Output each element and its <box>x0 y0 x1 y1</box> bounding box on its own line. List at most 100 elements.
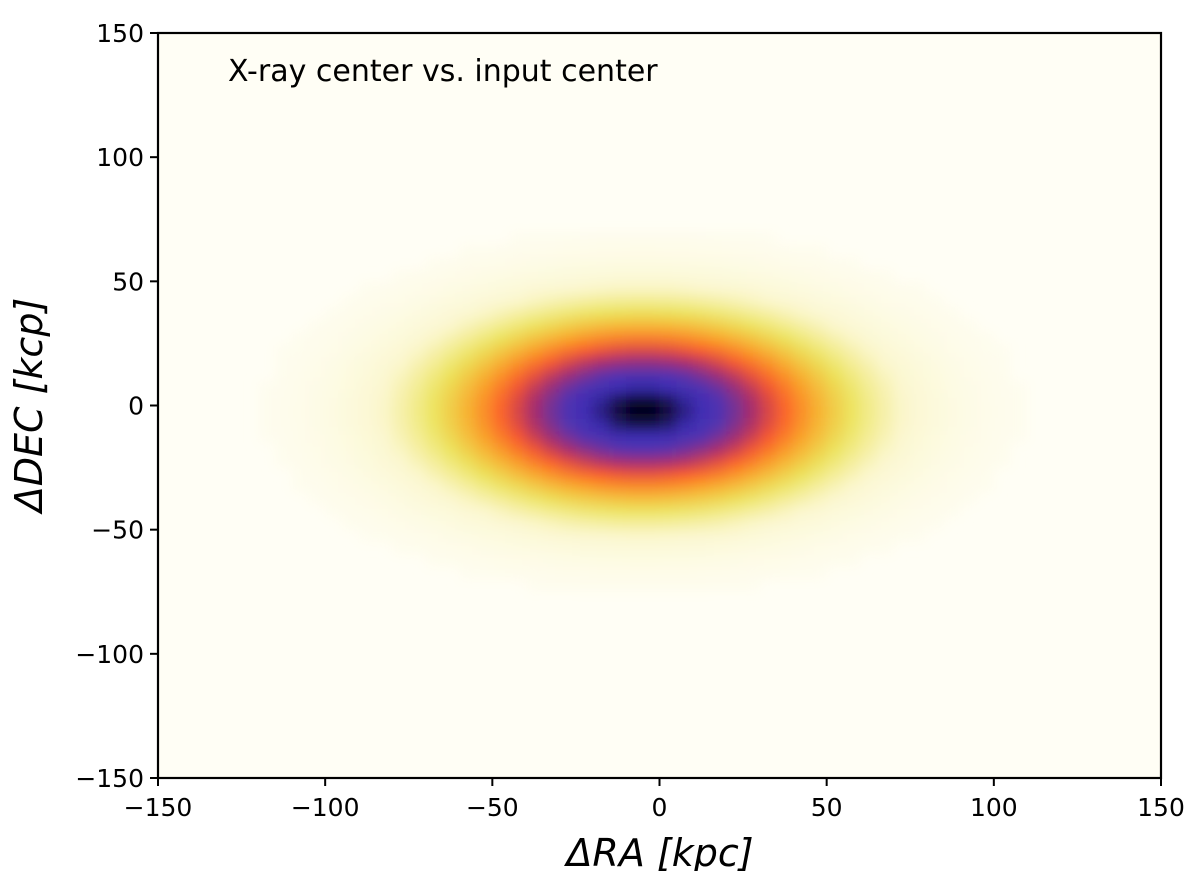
heatmap-cell <box>860 306 878 320</box>
heatmap-cell <box>442 517 460 531</box>
heatmap-cell <box>626 579 644 593</box>
heatmap-cell <box>425 430 443 444</box>
heatmap-cell <box>943 504 961 518</box>
heatmap-cell <box>843 268 861 282</box>
heatmap-cell <box>876 492 895 506</box>
heatmap-cell <box>926 380 945 394</box>
heatmap-cell <box>375 343 393 357</box>
heatmap-cell <box>609 480 627 494</box>
heatmap-cell <box>676 467 694 481</box>
heatmap-cell <box>776 492 794 506</box>
heatmap-cell <box>926 355 945 369</box>
heatmap-cell <box>425 331 443 345</box>
heatmap-cell <box>375 355 393 369</box>
heatmap-cell <box>642 542 661 556</box>
heatmap-cell <box>492 554 510 568</box>
heatmap-cell <box>926 343 945 357</box>
heatmap-cell <box>525 355 544 369</box>
heatmap-cell <box>709 268 727 282</box>
heatmap-cell <box>425 368 443 382</box>
heatmap-cell <box>575 405 594 419</box>
heatmap-cell <box>993 380 1012 394</box>
y-axis: −150 −100 −50 0 50 100 150 <box>75 19 158 793</box>
heatmap-cell <box>692 542 711 556</box>
heatmap-cell <box>743 504 761 518</box>
heatmap-cell <box>843 504 861 518</box>
heatmap-cell <box>458 393 477 407</box>
heatmap-cell <box>308 380 326 394</box>
heatmap-cell <box>1010 417 1028 431</box>
heatmap-cell <box>960 455 978 469</box>
heatmap-cell <box>926 517 945 531</box>
heatmap-cell <box>392 393 410 407</box>
heatmap-cell <box>692 244 711 258</box>
heatmap-cell <box>977 417 995 431</box>
heatmap-cell <box>860 542 878 556</box>
heatmap-cell <box>559 417 577 431</box>
heatmap-cell <box>609 393 627 407</box>
heatmap-cell <box>676 579 694 593</box>
heatmap-cell <box>325 318 343 332</box>
heatmap-cell <box>743 529 761 543</box>
heatmap-cell <box>492 331 510 345</box>
heatmap-cell <box>1010 430 1028 444</box>
heatmap-cell <box>659 467 677 481</box>
heatmap-cell <box>659 355 677 369</box>
heatmap-cell <box>542 244 560 258</box>
heatmap-layer <box>258 231 1028 593</box>
heatmap-cell <box>509 542 527 556</box>
heatmap-cell <box>659 281 677 295</box>
heatmap-cell <box>843 492 861 506</box>
heatmap-cell <box>893 455 911 469</box>
heatmap-cell <box>910 380 928 394</box>
heatmap-cell <box>291 417 310 431</box>
heatmap-cell <box>559 318 577 332</box>
heatmap-cell <box>458 517 477 531</box>
heatmap-cell <box>308 442 326 456</box>
heatmap-cell <box>308 455 326 469</box>
heatmap-cell <box>592 517 610 531</box>
heatmap-cell <box>509 405 527 419</box>
heatmap-cell <box>709 517 727 531</box>
heatmap-cell <box>876 517 895 531</box>
heatmap-cell <box>542 529 560 543</box>
heatmap-cell <box>759 566 778 580</box>
heatmap-cell <box>408 467 427 481</box>
heatmap-cell <box>492 542 510 556</box>
y-axis-label: ΔDEC [kcp] <box>7 298 51 516</box>
heatmap-cell <box>692 492 711 506</box>
heatmap-cell <box>592 331 610 345</box>
heatmap-cell <box>475 281 493 295</box>
heatmap-cell <box>843 380 861 394</box>
heatmap-cell <box>592 281 610 295</box>
heatmap-cell <box>509 417 527 431</box>
heatmap-cell <box>809 566 828 580</box>
heatmap-cell <box>626 492 644 506</box>
heatmap-cell <box>776 467 794 481</box>
heatmap-cell <box>492 492 510 506</box>
heatmap-cell <box>809 442 828 456</box>
heatmap-cell <box>793 281 811 295</box>
heatmap-cell <box>592 343 610 357</box>
heatmap-cell <box>392 455 410 469</box>
heatmap-cell <box>258 393 276 407</box>
heatmap-cell <box>559 442 577 456</box>
heatmap-cell <box>659 268 677 282</box>
heatmap-cell <box>759 281 778 295</box>
heatmap-cell <box>926 405 945 419</box>
heatmap-cell <box>509 504 527 518</box>
heatmap-cell <box>325 467 343 481</box>
heatmap-cell <box>776 256 794 270</box>
heatmap-cell <box>626 417 644 431</box>
heatmap-cell <box>626 542 644 556</box>
heatmap-cell <box>960 467 978 481</box>
heatmap-cell <box>993 393 1012 407</box>
heatmap-cell <box>709 393 727 407</box>
heatmap-cell <box>392 355 410 369</box>
heatmap-cell <box>893 306 911 320</box>
heatmap-cell <box>776 542 794 556</box>
heatmap-cell <box>893 492 911 506</box>
heatmap-cell <box>358 417 376 431</box>
heatmap-cell <box>893 430 911 444</box>
heatmap-cell <box>408 331 427 345</box>
